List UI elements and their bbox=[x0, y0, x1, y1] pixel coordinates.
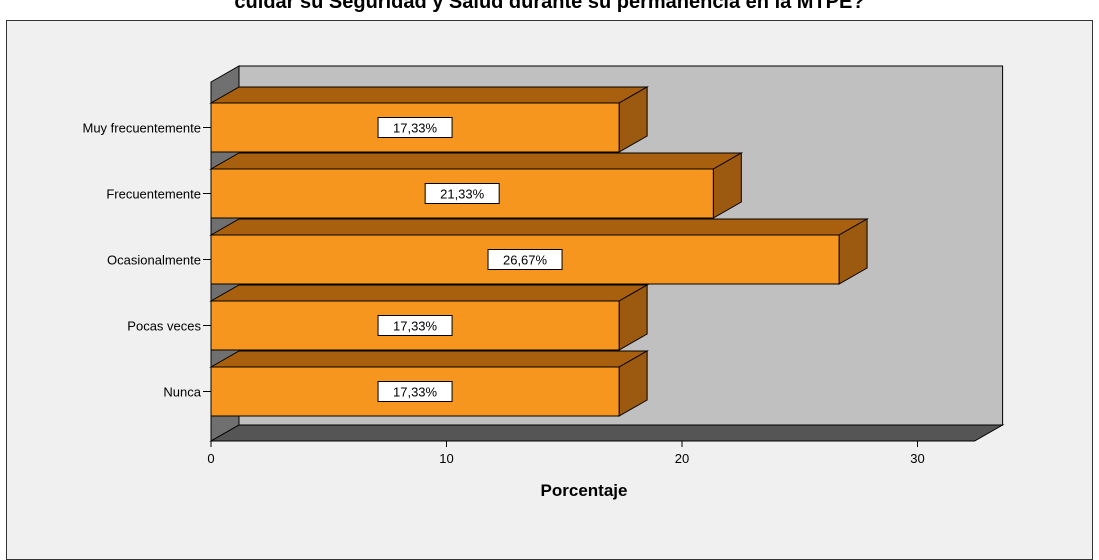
floor bbox=[209, 424, 1005, 442]
category-label: Ocasionalmente bbox=[107, 253, 201, 268]
data-label-box bbox=[377, 117, 453, 138]
bar-top-face bbox=[209, 152, 744, 170]
x-tick-label: 30 bbox=[910, 451, 924, 466]
bar-top-face bbox=[209, 86, 650, 104]
x-axis-title: Porcentaje bbox=[541, 481, 628, 500]
category-label: Frecuentemente bbox=[106, 187, 201, 202]
data-label: 17,33% bbox=[393, 319, 438, 334]
data-label-box bbox=[487, 249, 563, 270]
data-label: 17,33% bbox=[393, 121, 438, 136]
x-tick-label: 0 bbox=[207, 451, 214, 466]
category-label: Nunca bbox=[163, 385, 201, 400]
data-label: 17,33% bbox=[393, 385, 438, 400]
data-label-box bbox=[424, 183, 500, 204]
data-label-box bbox=[377, 381, 453, 402]
x-tick-label: 20 bbox=[675, 451, 689, 466]
data-label: 26,67% bbox=[503, 253, 548, 268]
category-label: Pocas veces bbox=[127, 319, 201, 334]
bar-top-face bbox=[209, 218, 869, 236]
bar-top-face bbox=[209, 350, 650, 368]
bar-top-face bbox=[209, 284, 650, 302]
x-tick-label: 10 bbox=[439, 451, 453, 466]
bar-chart: 0 10 20 30 Porcentaje Muy frecuentemente 17,33… bbox=[82, 65, 1005, 500]
chart-title: cuidar su Seguridad y Salud durante su p… bbox=[234, 0, 865, 13]
category-label: Muy frecuentemente bbox=[82, 121, 201, 136]
data-label: 21,33% bbox=[440, 187, 485, 202]
data-label-box bbox=[377, 315, 453, 336]
